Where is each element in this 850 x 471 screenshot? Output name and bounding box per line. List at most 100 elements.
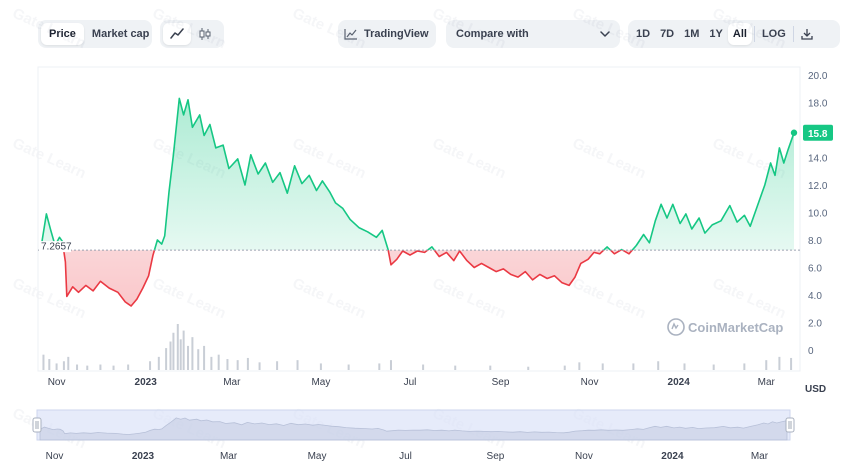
price-tab[interactable]: Price (41, 23, 84, 45)
navigator-x-tick-label: 2024 (661, 451, 684, 462)
volume-bar (489, 365, 492, 370)
volume-bar (42, 354, 45, 370)
coinmarketcap-logo-icon (667, 318, 685, 336)
volume-bar (112, 365, 115, 370)
chevron-down-icon (600, 31, 610, 37)
y-tick-label: 0 (808, 346, 814, 357)
download-button[interactable] (796, 23, 818, 45)
x-tick-label: Mar (758, 377, 776, 388)
range-divider (753, 26, 755, 42)
range-1d-button[interactable]: 1D (636, 28, 651, 40)
volume-bar (632, 363, 635, 370)
volume-bar (563, 365, 566, 370)
last-price-tag (803, 124, 833, 141)
navigator-x-tick-label: May (308, 451, 327, 462)
last-price-label: 15.8 (808, 129, 828, 140)
volume-bar (197, 349, 200, 370)
volume-bar (210, 356, 213, 370)
y-tick-label: 20.0 (808, 71, 828, 82)
volume-bar (601, 363, 604, 370)
volume-bar (296, 360, 299, 370)
volume-bar (389, 360, 392, 370)
navigator-x-tick-label: Sep (487, 451, 505, 462)
volume-bar (765, 360, 768, 370)
x-tick-label: 2023 (135, 377, 158, 388)
y-tick-label: 14.0 (808, 154, 828, 165)
coinmarketcap-attribution: CoinMarketCap (688, 320, 783, 335)
download-divider (792, 26, 794, 42)
y-tick-label: 18.0 (808, 99, 828, 110)
log-scale-button[interactable]: LOG (761, 28, 786, 40)
range-all-button[interactable]: All (727, 23, 752, 45)
volume-bar (172, 332, 175, 370)
volume-bar (683, 363, 686, 370)
baseline-label-bg (39, 241, 71, 253)
volume-bar (55, 363, 58, 370)
chart-toolbar: Price Market cap TradingView Compare wit… (0, 20, 850, 48)
tradingview-label: TradingView (364, 28, 429, 40)
price-line-below (62, 250, 634, 307)
chart-type-toggle: Price Market cap (38, 20, 152, 48)
volume-bar (176, 324, 179, 370)
range-1y-button[interactable]: 1Y (709, 28, 723, 40)
candlestick-icon (199, 28, 211, 40)
volume-bar (76, 364, 79, 370)
y-tick-label: 4.0 (808, 291, 822, 302)
navigator-x-tick-label: Nov (575, 451, 593, 462)
volume-bar (276, 361, 279, 370)
volume-bar (157, 356, 160, 370)
y-tick-label: 10.0 (808, 209, 828, 220)
range-1m-button[interactable]: 1M (684, 28, 700, 40)
x-tick-label: Sep (492, 377, 510, 388)
price-area-above (42, 98, 794, 251)
volume-bar (226, 359, 229, 370)
currency-label: USD (805, 384, 826, 395)
volume-bar (62, 361, 65, 370)
last-price-dot (790, 129, 798, 136)
download-icon (801, 29, 813, 40)
baseline-label: 7.2657 (41, 242, 72, 253)
volume-bar (258, 362, 261, 370)
volume-bar (319, 363, 322, 370)
time-range-selector: 1D 7D 1M 1Y All LOG (628, 20, 840, 48)
x-tick-label: May (311, 377, 330, 388)
compare-with-label: Compare with (456, 28, 529, 40)
volume-bar (347, 364, 350, 370)
volume-bar (743, 363, 746, 370)
compare-with-dropdown[interactable]: Compare with (446, 20, 620, 48)
volume-bar (246, 357, 249, 370)
volume-bar (422, 364, 425, 370)
x-tick-label: 2024 (668, 377, 691, 388)
volume-bar (378, 363, 381, 370)
x-tick-label: Mar (223, 377, 241, 388)
volume-bar (191, 337, 194, 370)
x-tick-label: Nov (581, 377, 599, 388)
market-cap-tab[interactable]: Market cap (91, 28, 150, 40)
volume-bar (790, 357, 793, 370)
coinmarketcap-logo-mark (671, 322, 679, 330)
y-tick-label: 8.0 (808, 236, 822, 247)
navigator-handle-right[interactable] (785, 417, 795, 433)
volume-bar (778, 356, 781, 370)
navigator-handle-left[interactable] (32, 417, 42, 433)
volume-bar (454, 365, 457, 370)
price-line-above (41, 97, 795, 251)
volume-bar (99, 364, 102, 370)
range-7d-button[interactable]: 7D (660, 28, 675, 40)
navigator-x-tick-label: Mar (751, 451, 769, 462)
navigator-handle-body (32, 417, 42, 433)
line-chart-icon (170, 28, 184, 39)
x-tick-label: Nov (48, 377, 66, 388)
volume-bar (127, 364, 130, 370)
y-tick-label: 6.0 (808, 264, 822, 275)
volume-bar (48, 359, 51, 370)
navigator-x-tick-label: Nov (46, 451, 64, 462)
tradingview-button[interactable]: TradingView (338, 20, 436, 48)
y-tick-label: 12.0 (808, 181, 828, 192)
volume-bar (236, 360, 239, 370)
candlestick-chart-button[interactable] (191, 23, 219, 45)
line-chart-button[interactable] (163, 23, 191, 45)
volume-bar (187, 345, 190, 370)
tradingview-icon (344, 29, 357, 40)
